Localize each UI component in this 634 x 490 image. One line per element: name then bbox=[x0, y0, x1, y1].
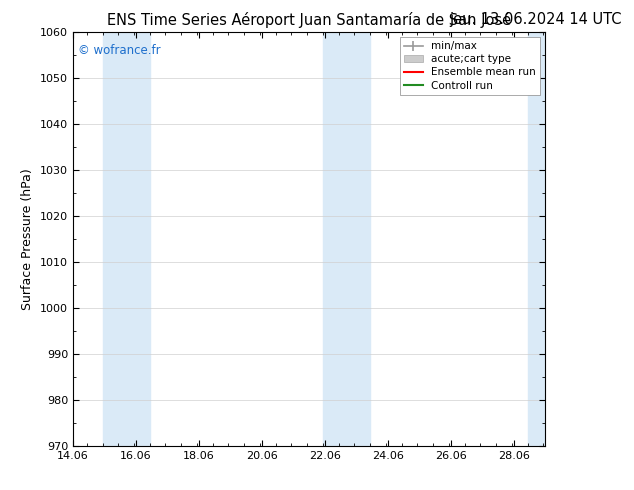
Bar bbox=[323, 32, 370, 446]
Bar bbox=[103, 32, 150, 446]
Y-axis label: Surface Pressure (hPa): Surface Pressure (hPa) bbox=[22, 168, 34, 310]
Legend: min/max, acute;cart type, Ensemble mean run, Controll run: min/max, acute;cart type, Ensemble mean … bbox=[400, 37, 540, 95]
Text: ENS Time Series Aéroport Juan Santamaría de San José: ENS Time Series Aéroport Juan Santamaría… bbox=[107, 12, 511, 28]
Bar bbox=[527, 32, 545, 446]
Text: jeu. 13.06.2024 14 UTC: jeu. 13.06.2024 14 UTC bbox=[449, 12, 621, 27]
Text: © wofrance.fr: © wofrance.fr bbox=[77, 44, 160, 57]
